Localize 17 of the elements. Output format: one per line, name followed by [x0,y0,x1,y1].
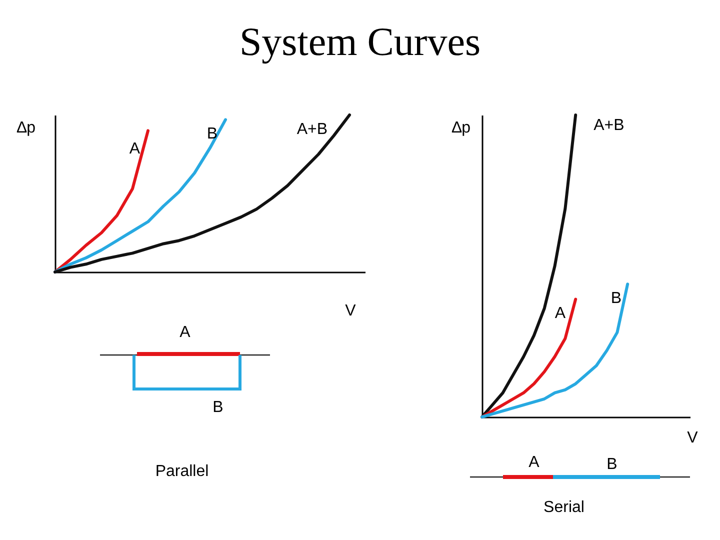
series-label: B [206,126,218,143]
text: B [606,456,618,474]
chart-title: System Curves [238,18,482,65]
text: Serial [544,499,584,517]
text: A [180,324,190,342]
series-label: A+B [296,121,328,138]
x-axis-title: V [345,302,356,320]
text: B [212,399,224,417]
y-axis-title: ∆p [16,120,36,136]
series-label: B [610,290,622,308]
x-axis-title: V [687,430,698,446]
series-label: A+B [594,117,624,134]
series-label: A [554,305,566,322]
text: A [528,454,540,472]
y-axis-title: ∆p [452,120,471,136]
series-label: A [129,140,140,158]
text: Parallel [155,463,209,481]
